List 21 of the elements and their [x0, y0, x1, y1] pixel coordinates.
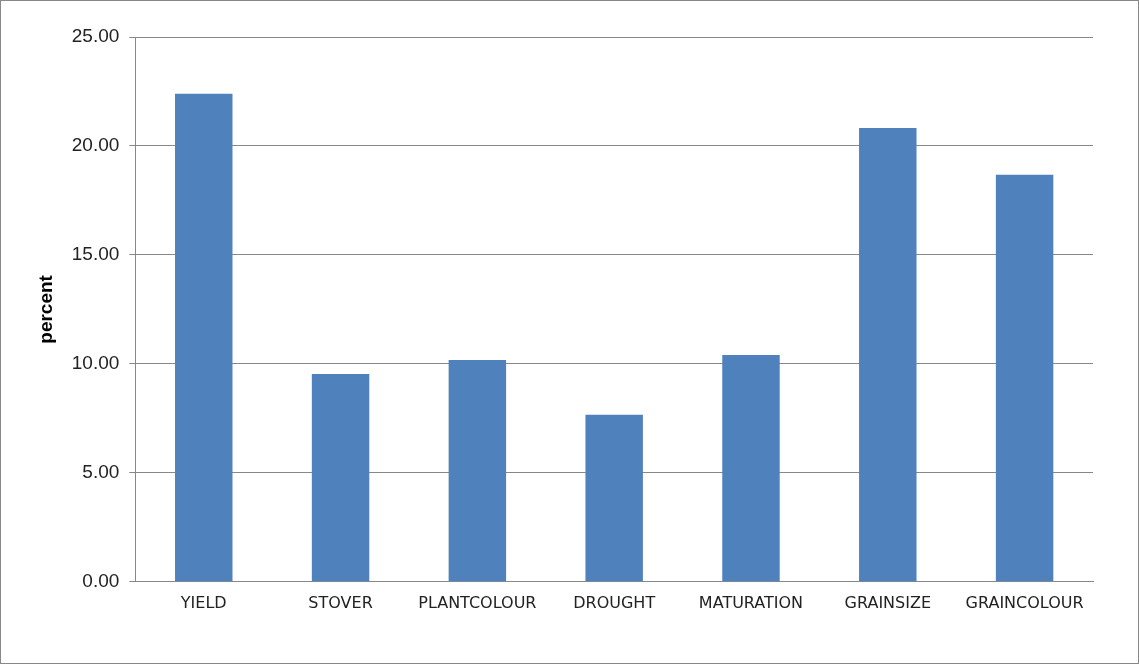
x-tick-label: STOVER [308, 592, 373, 612]
y-tick-label: 10.00 [71, 352, 120, 374]
bar [311, 374, 370, 582]
x-tick-label: PLANTCOLOUR [418, 592, 537, 612]
bar [859, 128, 917, 582]
y-tick-label: 20.00 [71, 134, 120, 156]
bar [448, 359, 507, 582]
bar [585, 414, 643, 582]
bar [722, 354, 780, 582]
y-tick-label: 0.00 [82, 570, 120, 592]
x-tick-label: MATURATION [698, 592, 804, 612]
y-tick-label: 25.00 [71, 25, 120, 47]
y-tick-label: 5.00 [82, 461, 120, 483]
bar [995, 174, 1054, 582]
y-axis-title: percent [34, 274, 56, 344]
x-tick-label: GRAINSIZE [844, 592, 932, 612]
x-tick-label: GRAINCOLOUR [965, 592, 1084, 612]
x-tick-label: YIELD [179, 592, 227, 612]
y-tick-label: 15.00 [71, 243, 120, 265]
bar [175, 93, 233, 582]
x-tick-label: DROUGHT [573, 592, 656, 612]
